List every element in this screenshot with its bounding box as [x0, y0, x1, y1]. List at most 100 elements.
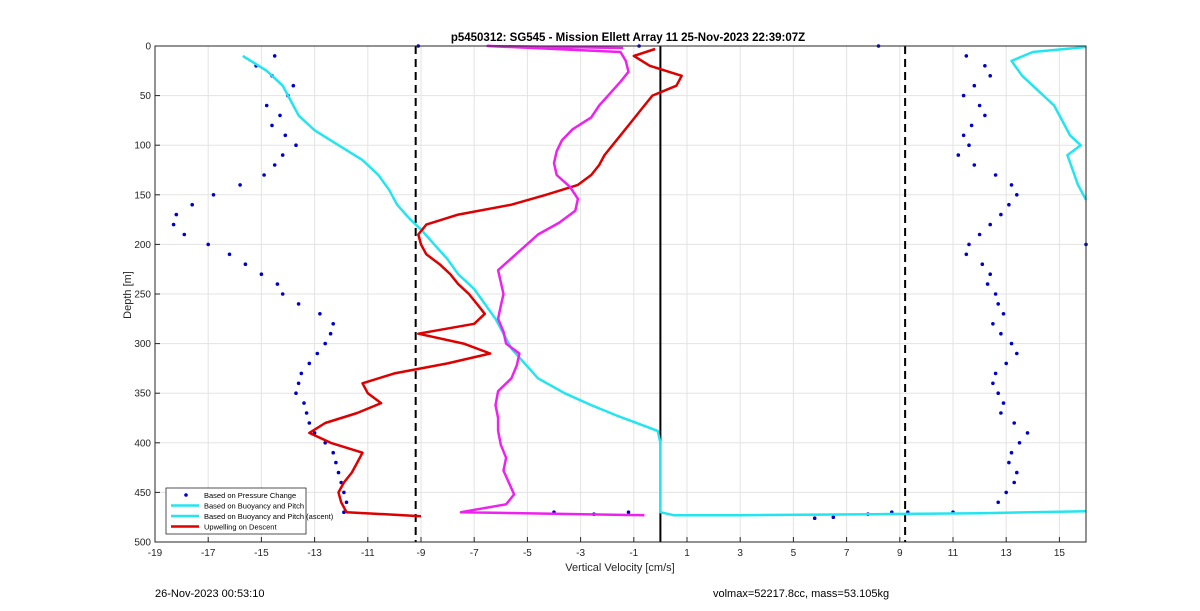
pressure-point: [272, 163, 277, 167]
y-tick-label: 500: [134, 538, 151, 549]
y-tick-label: 450: [134, 488, 151, 499]
x-tick-label: -1: [629, 548, 638, 559]
pressure-point: [993, 173, 998, 177]
x-axis-label: Vertical Velocity [cm/s]: [565, 562, 674, 574]
pressure-point: [171, 222, 176, 227]
y-tick-label: 300: [134, 339, 151, 350]
pressure-point: [272, 54, 277, 58]
legend-label: Based on Buoyancy and Pitch (ascent): [204, 512, 334, 521]
pressure-point: [999, 331, 1003, 336]
pressure-point: [967, 242, 971, 247]
pressure-point: [983, 113, 987, 118]
y-tick-label: 200: [134, 240, 151, 251]
pressure-point: [238, 183, 242, 187]
x-tick-label: 15: [1054, 548, 1066, 559]
pressure-point: [270, 123, 274, 128]
data-series: [171, 44, 1088, 520]
legend: Based on Pressure Change Based on Buoyanc…: [165, 487, 334, 535]
pressure-point: [190, 202, 194, 207]
y-tick-label: 350: [134, 389, 151, 400]
y-tick-label: 400: [134, 438, 151, 449]
pressure-point: [996, 302, 1000, 306]
pressure-point: [964, 252, 969, 257]
legend-label: Upwelling on Descent: [204, 523, 277, 532]
pressure-point: [980, 262, 985, 267]
pressure-point: [296, 302, 301, 306]
x-tick-label: -9: [417, 548, 426, 559]
pressure-point: [294, 143, 298, 147]
pressure-point: [211, 193, 216, 197]
x-tick-label: -19: [148, 548, 163, 559]
pressure-point: [280, 153, 285, 157]
volmax-mass-text: volmax=52217.8cc, mass=53.105kg: [713, 588, 890, 600]
pressure-point: [1012, 421, 1016, 425]
pressure-point: [1009, 341, 1014, 346]
pressure-point: [1004, 361, 1008, 366]
pressure-point: [1004, 490, 1008, 495]
pressure-point: [174, 212, 179, 217]
pressure-point: [1009, 183, 1014, 187]
pressure-point: [977, 232, 982, 237]
legend-marker: [184, 493, 188, 497]
pressure-point: [1001, 312, 1006, 316]
pressure-point: [967, 143, 971, 147]
pressure-point: [1015, 351, 1019, 356]
pressure-point: [243, 262, 248, 267]
timestamp-text: 26-Nov-2023 00:53:10: [155, 588, 265, 600]
pressure-point: [280, 292, 285, 296]
pressure-point: [985, 282, 990, 286]
pressure-point: [259, 272, 264, 277]
pressure-point: [275, 282, 280, 286]
pressure-point: [334, 460, 338, 465]
pressure-point: [977, 103, 982, 108]
pressure-point: [1017, 441, 1022, 445]
x-tick-label: 1: [684, 548, 690, 559]
pressure-point: [1015, 470, 1019, 475]
y-tick-label: 150: [134, 190, 151, 201]
x-tick-label: -13: [307, 548, 322, 559]
x-tick-label: 11: [948, 548, 959, 559]
pressure-point: [996, 391, 1000, 396]
pressure-point: [831, 515, 836, 519]
series-line-1: [242, 54, 1087, 517]
pressure-point: [227, 252, 232, 257]
pressure-point: [993, 371, 998, 376]
x-tick-label: 13: [1001, 548, 1013, 559]
x-tick-label: -7: [470, 548, 479, 559]
pressure-point: [969, 123, 974, 128]
pressure-point: [302, 401, 306, 405]
pressure-point: [307, 361, 312, 366]
x-tick-label: 3: [737, 548, 743, 559]
pressure-point: [812, 516, 817, 520]
pressure-point: [1025, 431, 1030, 435]
pressure-point: [264, 103, 269, 108]
pressure-point: [299, 371, 304, 376]
pressure-point: [993, 292, 998, 296]
pressure-point: [278, 113, 282, 118]
pressure-point: [206, 242, 210, 247]
pressure-point: [283, 133, 288, 138]
pressure-point: [331, 450, 336, 455]
x-tick-label: 7: [844, 548, 850, 559]
x-tick-label: -15: [254, 548, 269, 559]
pressure-point: [296, 381, 301, 386]
pressure-point: [988, 272, 992, 277]
grid: [154, 45, 1086, 543]
pressure-point: [961, 93, 966, 98]
pressure-point: [323, 341, 328, 346]
y-tick-label: 250: [134, 290, 151, 301]
pressure-point: [291, 83, 296, 88]
series-line-2: [1010, 45, 1088, 201]
pressure-point: [328, 331, 333, 336]
pressure-point: [336, 470, 341, 475]
x-tick-label: -17: [201, 548, 216, 559]
pressure-point: [342, 490, 346, 495]
pressure-point: [1015, 193, 1019, 197]
pressure-point: [991, 322, 995, 326]
pressure-point: [1001, 401, 1006, 405]
pressure-point: [988, 74, 992, 78]
pressure-point: [1009, 450, 1014, 455]
series-line-3: [308, 47, 683, 518]
pressure-point: [315, 351, 320, 356]
